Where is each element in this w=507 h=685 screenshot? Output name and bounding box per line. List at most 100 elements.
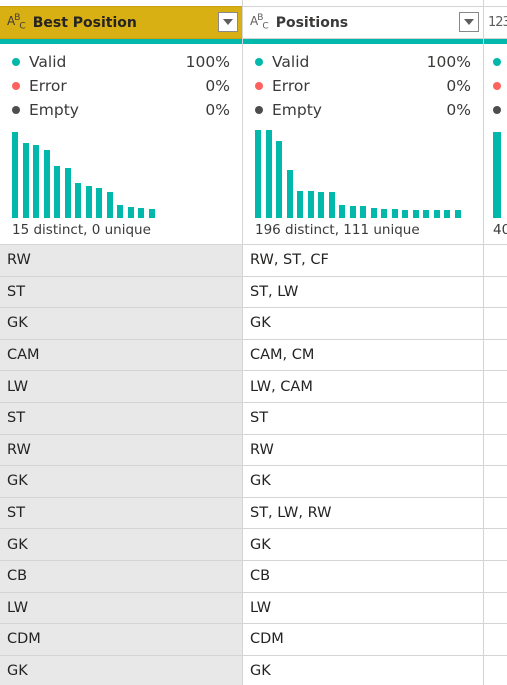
histogram-bar[interactable] bbox=[423, 210, 429, 218]
table-cell[interactable] bbox=[484, 466, 507, 498]
histogram-bar[interactable] bbox=[360, 206, 366, 218]
table-cell[interactable] bbox=[484, 340, 507, 372]
histogram-bar[interactable] bbox=[412, 210, 419, 218]
filter-dropdown-button[interactable] bbox=[459, 12, 479, 32]
table-cell[interactable] bbox=[484, 277, 507, 309]
stat-error: Error 0% bbox=[255, 74, 471, 98]
table-cell[interactable]: ST, LW, RW bbox=[243, 498, 483, 530]
table-cell[interactable]: ST bbox=[0, 497, 242, 530]
distribution-histogram[interactable] bbox=[255, 130, 475, 218]
table-cell[interactable]: CAM bbox=[0, 339, 242, 372]
distinct-count: 40 bbox=[493, 222, 507, 238]
histogram-bar[interactable] bbox=[33, 145, 39, 218]
table-cell[interactable]: GK bbox=[243, 529, 483, 561]
table-cell[interactable] bbox=[484, 245, 507, 277]
histogram-bar[interactable] bbox=[96, 188, 102, 218]
histogram-bar[interactable] bbox=[318, 192, 324, 218]
histogram-bar[interactable] bbox=[381, 209, 387, 218]
histogram-bar[interactable] bbox=[85, 186, 92, 218]
table-cell[interactable] bbox=[484, 529, 507, 561]
histogram-bar[interactable] bbox=[255, 130, 261, 218]
histogram-bar[interactable] bbox=[402, 210, 408, 218]
histogram-bar[interactable] bbox=[54, 166, 60, 218]
table-cell[interactable]: ST bbox=[0, 276, 242, 309]
column-header-partial[interactable]: 123 bbox=[484, 6, 507, 39]
error-dot-icon bbox=[255, 82, 263, 90]
valid-dot-icon bbox=[255, 58, 263, 66]
histogram-bar[interactable] bbox=[43, 150, 50, 218]
histogram-bar[interactable] bbox=[276, 141, 282, 218]
table-cell[interactable]: CB bbox=[0, 560, 242, 593]
table-cell[interactable]: CDM bbox=[243, 624, 483, 656]
histogram-bar[interactable] bbox=[433, 210, 440, 218]
histogram-bar[interactable] bbox=[339, 205, 345, 218]
text-type-icon[interactable]: ABC bbox=[250, 13, 269, 32]
chevron-down-icon bbox=[223, 19, 233, 25]
stat-valid: Valid 100% bbox=[12, 50, 230, 74]
histogram-bar[interactable] bbox=[307, 191, 314, 218]
histogram-bar[interactable] bbox=[265, 130, 272, 218]
table-cell[interactable] bbox=[484, 435, 507, 467]
histogram-bar[interactable] bbox=[328, 192, 335, 218]
table-cell[interactable]: ST, LW bbox=[243, 277, 483, 309]
table-cell[interactable]: GK bbox=[243, 308, 483, 340]
histogram-bar[interactable] bbox=[286, 170, 293, 218]
table-cell[interactable]: GK bbox=[0, 308, 242, 340]
histogram-bar[interactable] bbox=[127, 207, 134, 218]
histogram-bar[interactable] bbox=[391, 209, 398, 218]
column-header-best-position[interactable]: ABC Best Position bbox=[0, 6, 242, 39]
table-cell[interactable]: LW bbox=[0, 371, 242, 403]
table-cell[interactable]: GK bbox=[243, 466, 483, 498]
distribution-histogram[interactable] bbox=[12, 130, 232, 218]
table-cell[interactable] bbox=[484, 656, 507, 685]
histogram-bar[interactable] bbox=[370, 208, 377, 218]
histogram-bar[interactable] bbox=[444, 210, 450, 218]
table-cell[interactable]: GK bbox=[0, 655, 242, 685]
table-cell[interactable] bbox=[484, 371, 507, 403]
table-cell[interactable]: CB bbox=[243, 561, 483, 593]
histogram-bar[interactable] bbox=[75, 183, 81, 218]
column-profile: Valid 100% Error 0% Empty 0% 196 distinc… bbox=[243, 44, 483, 245]
table-cell[interactable] bbox=[484, 561, 507, 593]
table-cell[interactable]: GK bbox=[0, 466, 242, 498]
table-cell[interactable]: RW bbox=[243, 435, 483, 467]
histogram-bar[interactable] bbox=[349, 206, 356, 218]
table-cell[interactable]: GK bbox=[0, 529, 242, 561]
histogram-bar[interactable] bbox=[297, 191, 303, 218]
table-cell[interactable]: RW bbox=[0, 245, 242, 277]
table-cell[interactable]: LW bbox=[0, 592, 242, 625]
histogram-bar[interactable] bbox=[106, 192, 113, 218]
filter-dropdown-button[interactable] bbox=[218, 12, 238, 32]
column-positions: ABC Positions Valid 100% Error 0% Empty … bbox=[243, 0, 484, 685]
table-cell[interactable] bbox=[484, 403, 507, 435]
number-type-icon[interactable]: 123 bbox=[488, 15, 507, 30]
histogram-bar[interactable] bbox=[64, 168, 71, 218]
histogram-bar[interactable] bbox=[493, 132, 501, 218]
text-type-icon[interactable]: ABC bbox=[7, 13, 26, 32]
histogram-bar[interactable] bbox=[12, 132, 18, 218]
histogram-bar[interactable] bbox=[138, 208, 144, 218]
table-cell[interactable]: CDM bbox=[0, 624, 242, 656]
table-cell[interactable] bbox=[484, 624, 507, 656]
table-cell[interactable] bbox=[484, 498, 507, 530]
table-cell[interactable]: RW bbox=[0, 434, 242, 467]
column-header-positions[interactable]: ABC Positions bbox=[243, 6, 483, 39]
histogram-bar[interactable] bbox=[22, 143, 29, 218]
column-cells: RW ST GK CAM LW ST RW GK ST GK CB LW CDM GK bbox=[0, 245, 242, 685]
table-cell[interactable]: ST bbox=[243, 403, 483, 435]
table-cell[interactable]: LW bbox=[243, 593, 483, 625]
table-cell[interactable]: LW, CAM bbox=[243, 371, 483, 403]
histogram-bar[interactable] bbox=[148, 209, 155, 218]
stat-empty: Empty 0% bbox=[255, 98, 471, 122]
table-cell[interactable]: ST bbox=[0, 402, 242, 435]
table-cell[interactable] bbox=[484, 308, 507, 340]
histogram-bar[interactable] bbox=[117, 205, 123, 218]
column-cells: RW, ST, CF ST, LW GK CAM, CM LW, CAM ST RW GK ST… bbox=[243, 245, 483, 685]
quality-bar bbox=[484, 39, 507, 44]
table-cell[interactable]: GK bbox=[243, 656, 483, 685]
table-cell[interactable]: CAM, CM bbox=[243, 340, 483, 372]
table-cell[interactable] bbox=[484, 593, 507, 625]
table-cell[interactable]: RW, ST, CF bbox=[243, 245, 483, 277]
histogram-bar[interactable] bbox=[454, 210, 461, 218]
